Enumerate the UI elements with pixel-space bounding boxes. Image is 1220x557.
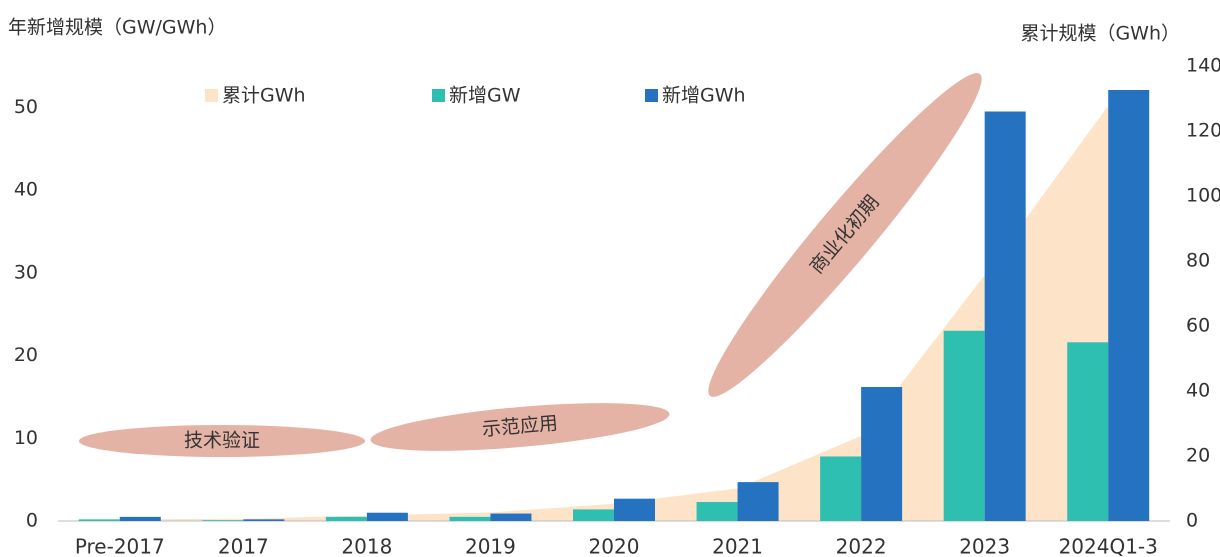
y-tick-label: 50 bbox=[14, 96, 38, 118]
y2-tick-label: 100 bbox=[1186, 185, 1220, 207]
legend-swatch bbox=[645, 89, 658, 102]
bar bbox=[325, 516, 367, 521]
bar bbox=[943, 330, 985, 521]
x-tick-label: 2023 bbox=[959, 535, 1010, 557]
y-tick-label: 20 bbox=[14, 344, 38, 366]
bar bbox=[366, 512, 408, 521]
y2-tick-label: 40 bbox=[1186, 380, 1210, 402]
y2-tick-label: 140 bbox=[1186, 55, 1220, 77]
bar bbox=[696, 501, 738, 521]
bar bbox=[1067, 342, 1109, 521]
y-tick-label: 40 bbox=[14, 179, 38, 201]
y2-tick-label: 60 bbox=[1186, 315, 1210, 337]
annotation-ellipse bbox=[370, 403, 670, 451]
annotation: 示范应用 bbox=[370, 403, 670, 451]
bar bbox=[490, 513, 532, 521]
annotation-text: 技术验证 bbox=[184, 430, 260, 452]
x-tick-label: 2020 bbox=[589, 535, 640, 557]
bar bbox=[1108, 89, 1150, 521]
y2-tick-label: 20 bbox=[1186, 445, 1210, 467]
bar bbox=[573, 509, 614, 521]
bar bbox=[820, 456, 862, 521]
bar bbox=[984, 111, 1026, 521]
x-tick-label: 2017 bbox=[218, 535, 269, 557]
bar bbox=[449, 516, 491, 521]
bar bbox=[243, 519, 285, 521]
legend-label: 新增GW bbox=[449, 85, 521, 107]
x-tick-label: 2019 bbox=[465, 535, 516, 557]
x-tick-label: 2021 bbox=[712, 535, 763, 557]
legend-label: 累计GWh bbox=[222, 85, 306, 107]
x-tick-label: 2022 bbox=[836, 535, 887, 557]
legend-label: 新增GWh bbox=[662, 85, 746, 107]
y2-tick-label: 120 bbox=[1186, 120, 1220, 142]
bar bbox=[78, 519, 120, 521]
annotation-ellipse bbox=[708, 73, 982, 397]
bar bbox=[861, 386, 903, 521]
y-tick-label: 0 bbox=[26, 510, 38, 532]
y-axis-title: 年新增规模（GW/GWh） bbox=[8, 17, 226, 39]
legend-swatch bbox=[205, 89, 218, 102]
x-tick-label: 2024Q1-3 bbox=[1059, 535, 1158, 557]
bar bbox=[202, 520, 244, 521]
bar bbox=[119, 516, 161, 521]
annotation-ellipse bbox=[79, 425, 365, 457]
bar bbox=[737, 482, 779, 521]
y-tick-label: 30 bbox=[14, 261, 38, 283]
bar bbox=[614, 498, 655, 521]
x-tick-label: 2018 bbox=[341, 535, 392, 557]
y2-axis-title: 累计规模（GWh） bbox=[1020, 23, 1180, 45]
y-tick-label: 10 bbox=[14, 427, 38, 449]
annotation: 技术验证 bbox=[79, 425, 365, 457]
y2-tick-label: 0 bbox=[1186, 510, 1198, 532]
x-tick-label: Pre-2017 bbox=[75, 535, 165, 557]
legend-swatch bbox=[432, 89, 445, 102]
y2-tick-label: 80 bbox=[1186, 250, 1210, 272]
